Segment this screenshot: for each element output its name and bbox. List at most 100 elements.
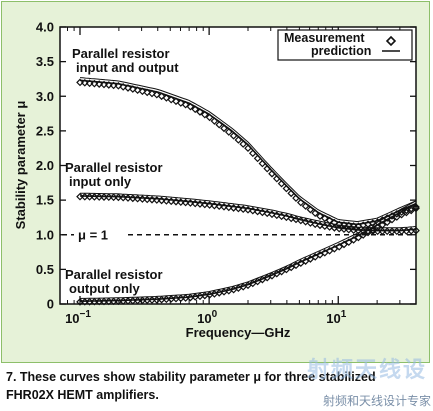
series-layer [76,77,420,306]
series-measurement-point [196,200,204,208]
series-measurement-point [138,87,147,96]
series-measurement-point [196,108,204,116]
series-measurement-point [292,215,300,224]
x-tick-exponent: 0 [212,309,218,320]
x-tick-label: 101 [326,309,346,326]
series-measurement-point [296,216,305,225]
series-measurement-point [272,211,281,220]
series-measurement-point [268,169,276,178]
series-measurement-point [191,105,200,114]
series-measurement-point [306,219,315,227]
series-measurement-point [157,196,166,205]
series-measurement-point [109,193,118,202]
series-measurement-point [157,92,166,101]
series-measurement-point [248,206,257,215]
plot-frame [59,26,417,305]
x-axis-title: Frequency—GHz [186,325,291,340]
series-measurement-point [306,255,315,263]
series-measurement-point [80,78,89,87]
series-measurement-point [152,196,161,204]
series-measurement-point [330,244,339,253]
series-measurement-point [128,85,137,93]
series-measurement-point [330,224,339,232]
series-measurement-point [253,207,262,216]
series-measurement-point [220,124,228,133]
series-prediction-line [80,192,417,229]
series-measurement-point [277,212,286,221]
series-measurement-point [176,99,185,107]
series-measurement-point [301,257,310,265]
series-measurement-point [162,94,171,102]
series-measurement-point [234,136,243,144]
series-measurement-point [224,203,233,212]
series-measurement-point [133,194,142,203]
series-measurement-point [325,223,334,231]
series-measurement-point [340,225,348,233]
legend-box [277,29,413,61]
chart-svg: 00.51.01.52.02.53.03.54.010−1 100 101 μ = … [13,20,420,340]
series-measurement-point [320,214,329,223]
series-measurement-point [176,198,185,207]
series-measurement-point [210,117,219,125]
series-measurement-point [296,259,305,268]
series-measurement-point [244,144,252,153]
watermark: 射频天线设 [307,352,427,384]
series-measurement-point [340,240,348,249]
series-measurement-point [114,81,123,90]
series-measurement-point [95,193,104,201]
reference-line-label: μ = 1 [78,227,108,242]
series-measurement-point [258,159,267,168]
series-measurement-point [85,79,94,88]
series-measurement-point [133,86,142,95]
y-tick-label: 1.5 [36,193,54,208]
series-measurement-point [90,79,99,88]
series-measurement-point [90,193,99,201]
y-tick-label: 0.5 [36,262,54,277]
series-measurement-point [244,205,252,214]
legend-label-measurement: Measurement [284,31,365,45]
series-measurement-point [148,195,156,204]
x-tick-exponent: −1 [80,309,92,320]
series-measurement-point [282,213,291,222]
annotations: Parallel resistor input and outputParalle… [65,46,179,296]
series-measurement-point [412,203,420,211]
series-measurement-point [205,113,214,122]
series-measurement-point [287,214,296,223]
series-measurement-point [277,267,286,276]
series-measurement-point [287,263,296,272]
series-measurement-point [364,228,372,237]
series-annotation-line: Parallel resistor [65,267,163,282]
series-measurement-point [143,88,152,97]
series-measurement-point [335,242,344,251]
x-tick-label: 10−1 [65,309,91,326]
series-annotation: Parallel resistor input only [65,160,163,189]
series-measurement-point [282,265,291,274]
series-measurement-point [292,261,300,270]
y-tick-label: 0 [47,297,54,312]
series-measurement-point [172,97,180,106]
series-measurement-point [172,197,180,206]
series-measurement-point [272,174,281,183]
series-measurement-point [220,202,228,211]
series-measurement-point [316,212,324,220]
series-measurement-point [76,78,84,87]
y-tick-label: 3.5 [36,54,54,69]
y-tick-label: 2.5 [36,123,54,138]
caption-line: 7. These curves show stability parameter… [6,370,376,384]
series-measurement-point [344,225,353,234]
series-measurement-point [354,233,363,242]
series-measurement-point [143,195,152,204]
series-measurement-point [296,198,305,207]
series-measurement-point [412,204,420,213]
y-axis-title: Stability parameter μ [13,101,28,230]
series-measurement-point [124,84,132,92]
series-measurement-point [277,179,286,188]
series-measurement-point [152,90,161,99]
series-measurement-point [186,199,195,207]
series-measurement-point [114,193,123,202]
series-measurement-point [229,204,238,212]
series-measurement-point [392,213,401,221]
series-measurement-point [359,231,368,239]
series-measurement-point [402,208,411,217]
